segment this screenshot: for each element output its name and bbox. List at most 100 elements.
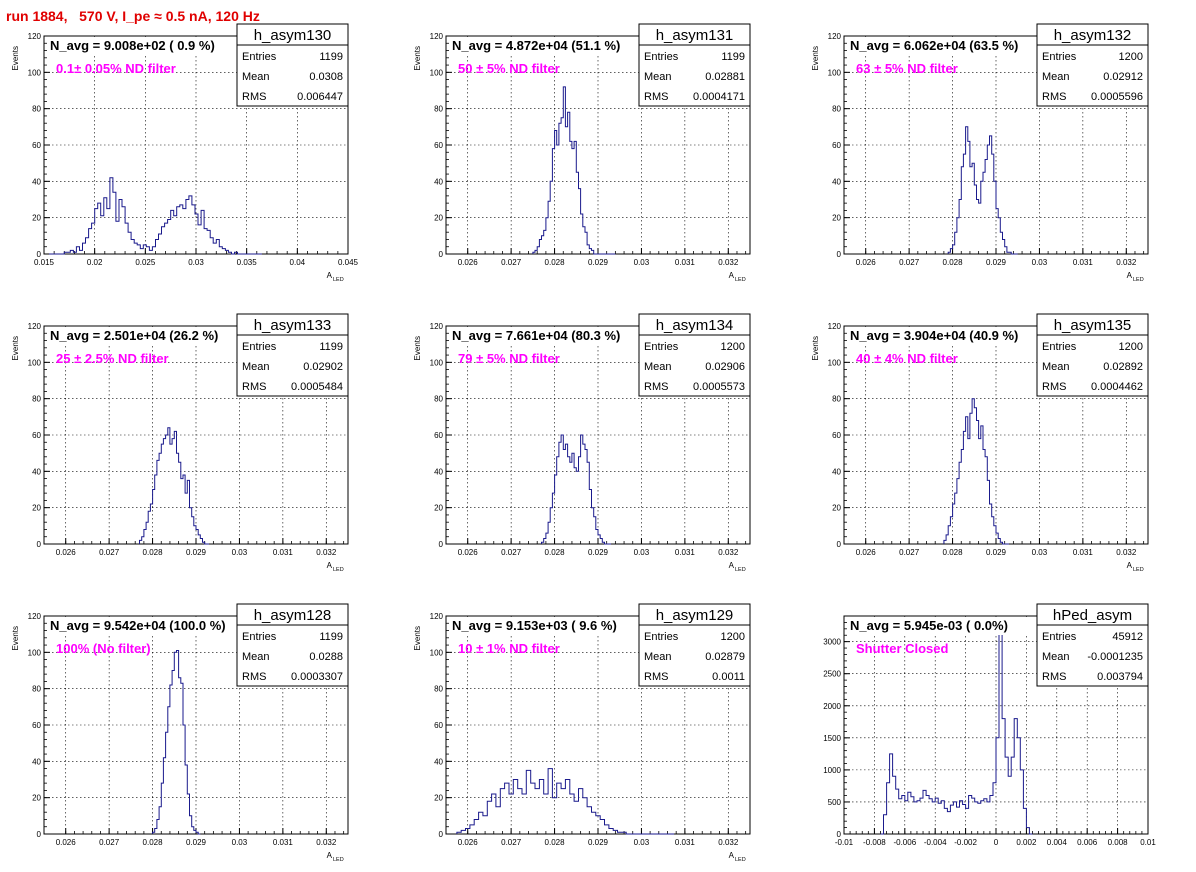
stat-value: 0.0288 — [309, 651, 343, 663]
x-tick-label: 0.028 — [943, 548, 964, 557]
x-axis-label-sub: LED — [735, 567, 746, 573]
y-tick-label: 100 — [828, 68, 842, 77]
y-tick-label: 100 — [430, 68, 444, 77]
title-box: N_avg = 3.904e+04 (40.9 %) — [848, 327, 1068, 345]
x-tick-label: 0.025 — [135, 258, 156, 267]
x-tick-label: 0.03 — [1032, 548, 1048, 557]
stat-value: 1200 — [721, 631, 745, 643]
stats-frame — [638, 603, 751, 687]
stat-label: Entries — [644, 631, 679, 643]
y-tick-label: 1000 — [823, 766, 841, 775]
x-tick-label: 0.01 — [1140, 838, 1156, 847]
x-axis-label-sub: LED — [1133, 567, 1144, 573]
x-tick-label: 0.026 — [458, 548, 479, 557]
stat-label: Mean — [242, 71, 270, 83]
title-bg — [848, 327, 1068, 345]
stat-value: 0.003794 — [1097, 671, 1143, 683]
title-box: N_avg = 4.872e+04 (51.1 %) — [450, 37, 670, 55]
x-tick-label: 0.026 — [458, 258, 479, 267]
x-tick-label: 0.035 — [237, 258, 258, 267]
x-tick-label: 0.029 — [588, 258, 609, 267]
x-tick-label: 0.029 — [986, 548, 1007, 557]
stat-value: 0.0004462 — [1091, 381, 1143, 393]
y-tick-label: 0 — [439, 250, 444, 259]
x-tick-label: -0.008 — [863, 838, 886, 847]
stats-frame — [1036, 603, 1149, 687]
stat-label: Mean — [644, 651, 672, 663]
stat-label: Mean — [1042, 651, 1070, 663]
x-tick-label: 0.029 — [588, 838, 609, 847]
stat-label: RMS — [242, 91, 266, 103]
y-tick-label: 2500 — [823, 670, 841, 679]
x-axis-label: A — [327, 851, 333, 860]
histogram-panel-h_asym134: 0 20 40 60 80 100 120 0.026 0.027 0.028 0.029 0.03 0… — [413, 313, 751, 573]
x-axis-label: A — [327, 561, 333, 570]
title-bg — [48, 327, 268, 345]
title-box: N_avg = 5.945e-03 ( 0.0%) — [848, 617, 1068, 635]
x-axis-label-sub: LED — [333, 857, 344, 863]
y-tick-label: 20 — [32, 794, 41, 803]
title-box: N_avg = 6.062e+04 (63.5 %) — [848, 37, 1068, 55]
stat-value: -0.0001235 — [1087, 651, 1143, 663]
stats-frame — [1036, 23, 1149, 107]
x-tick-label: 0.015 — [34, 258, 55, 267]
stat-label: Entries — [242, 341, 277, 353]
y-tick-label: 40 — [32, 467, 41, 476]
histogram-name: h_asym131 — [656, 27, 734, 44]
x-axis-label: A — [1127, 561, 1133, 570]
y-tick-label: 20 — [832, 214, 841, 223]
histogram-panel-h_asym129: 0 20 40 60 80 100 120 0.026 0.027 0.028 0.029 0.03 0… — [413, 603, 751, 863]
histogram-title: N_avg = 3.904e+04 (40.9 %) — [850, 328, 1018, 343]
stat-label: RMS — [644, 671, 668, 683]
y-tick-label: 500 — [828, 798, 842, 807]
histogram-line — [456, 768, 674, 835]
filter-annotation: 79 ± 5% ND filter — [458, 351, 560, 366]
stat-label: RMS — [644, 381, 668, 393]
stat-value: 0.02879 — [705, 651, 745, 663]
x-axis-label: A — [1127, 271, 1133, 280]
title-bg — [48, 37, 268, 55]
y-tick-label: 120 — [828, 32, 842, 41]
x-tick-label: 0.004 — [1047, 838, 1068, 847]
x-tick-label: 0.008 — [1108, 838, 1129, 847]
filter-annotation: 25 ± 2.5% ND filter — [56, 351, 169, 366]
histogram-name: hPed_asym — [1053, 607, 1132, 624]
filter-annotation: 0.1± 0.05% ND filter — [56, 61, 176, 76]
stat-label: Entries — [242, 51, 277, 63]
y-tick-label: 40 — [832, 467, 841, 476]
title-box: N_avg = 9.542e+04 (100.0 %) — [48, 617, 268, 635]
histogram-title: N_avg = 6.062e+04 (63.5 %) — [850, 38, 1018, 53]
y-tick-label: 120 — [430, 322, 444, 331]
histogram-title: N_avg = 5.945e-03 ( 0.0%) — [850, 618, 1008, 633]
histogram-panel-h_asym132: 0 20 40 60 80 100 120 0.026 0.027 0.028 0.029 0.03 0… — [811, 23, 1149, 283]
histogram-line — [532, 86, 616, 255]
y-tick-label: 0 — [439, 540, 444, 549]
y-tick-label: 60 — [832, 431, 841, 440]
y-axis-label: Events — [11, 626, 20, 650]
x-tick-label: 0.032 — [316, 838, 337, 847]
y-tick-label: 20 — [434, 794, 443, 803]
y-tick-label: 0 — [837, 830, 842, 839]
y-tick-label: 80 — [32, 105, 41, 114]
x-tick-label: 0.029 — [186, 838, 207, 847]
title-bg — [48, 617, 268, 635]
stats-frame — [236, 313, 349, 397]
y-tick-label: 0 — [37, 830, 42, 839]
y-tick-label: 60 — [832, 141, 841, 150]
filter-annotation: 63 ± 5% ND filter — [856, 61, 958, 76]
y-tick-label: 120 — [430, 612, 444, 621]
x-tick-label: 0.029 — [986, 258, 1007, 267]
x-tick-label: 0 — [994, 838, 999, 847]
stat-value: 0.0005484 — [291, 381, 343, 393]
x-axis-label: A — [729, 561, 735, 570]
stat-value: 0.006447 — [297, 91, 343, 103]
y-tick-label: 100 — [828, 358, 842, 367]
x-tick-label: 0.028 — [943, 258, 964, 267]
x-tick-label: 0.045 — [338, 258, 359, 267]
y-tick-label: 80 — [832, 105, 841, 114]
histogram-panel-h_asym133: 0 20 40 60 80 100 120 0.026 0.027 0.028 0.029 0.03 0… — [11, 313, 349, 573]
histogram-name: h_asym134 — [656, 317, 734, 334]
histogram-line — [152, 650, 201, 835]
stat-value: 1199 — [721, 51, 745, 63]
x-axis-label-sub: LED — [333, 277, 344, 283]
